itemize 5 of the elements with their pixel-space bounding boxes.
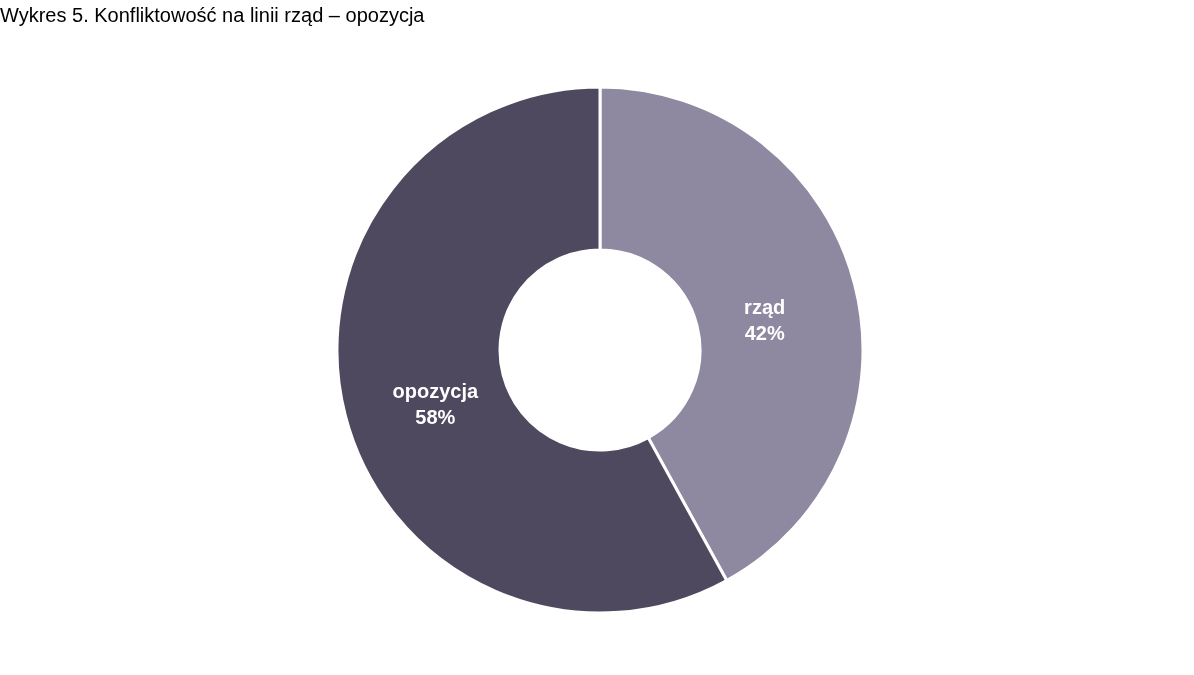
- data-label: 42%: [744, 321, 785, 344]
- data-label: 58%: [415, 406, 456, 429]
- slice-label: rząd: [744, 295, 786, 318]
- chart-title: Wykres 5. Konfliktowość na linii rząd – opozycja: [0, 4, 426, 26]
- slice-label: opozycja: [392, 380, 479, 403]
